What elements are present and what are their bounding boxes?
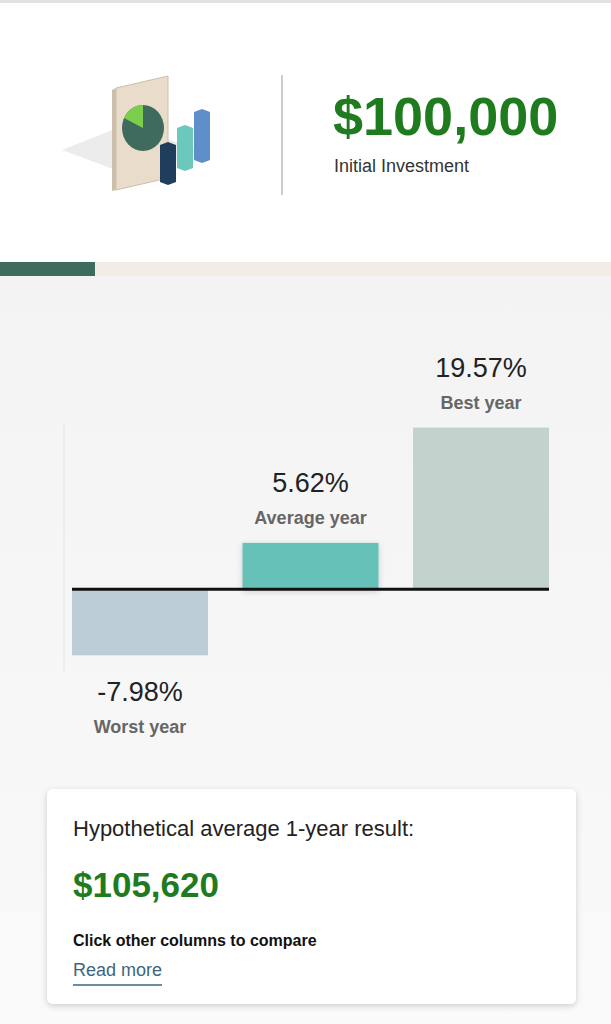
bar[interactable] [413, 428, 549, 590]
header-icon [62, 76, 210, 191]
bar[interactable] [72, 589, 208, 655]
category-label: Average year [254, 508, 366, 528]
progress-track [0, 262, 611, 276]
icon-bar [177, 125, 193, 171]
read-more-link[interactable]: Read more [73, 960, 162, 980]
data-label: 19.57% [435, 353, 527, 383]
baseline [72, 588, 549, 591]
result-amount: $105,620 [73, 865, 219, 904]
bar[interactable] [243, 543, 379, 589]
category-label: Worst year [94, 717, 187, 737]
initial-label: Initial Investment [334, 156, 469, 176]
page-svg: $100,000 Initial Investment -7.98% Worst ye… [0, 0, 611, 1024]
icon-bar [160, 142, 176, 185]
icon-pie [122, 105, 164, 151]
page-root: $100,000 Initial Investment -7.98% Worst ye… [0, 0, 611, 1024]
value-axis [64, 424, 65, 672]
progress-fill [0, 262, 95, 276]
link-underline [73, 984, 162, 986]
result-hint: Click other columns to compare [73, 932, 317, 949]
result-title: Hypothetical average 1-year result: [73, 816, 414, 841]
header-bg [0, 0, 611, 262]
icon-card-edge [112, 88, 116, 191]
category-label: Best year [440, 393, 521, 413]
top-border [0, 0, 611, 3]
data-label: -7.98% [97, 677, 183, 707]
bar-labels: -7.98% Worst year 5.62% Average year 19.57% B… [94, 353, 527, 738]
header-divider [281, 75, 283, 195]
initial-amount: $100,000 [333, 86, 558, 146]
bars [72, 428, 549, 656]
data-label: 5.62% [272, 468, 349, 498]
icon-bar [194, 109, 210, 163]
icon-pie-slice [124, 105, 143, 128]
body-bg [0, 276, 611, 1024]
result-box [47, 789, 576, 1004]
